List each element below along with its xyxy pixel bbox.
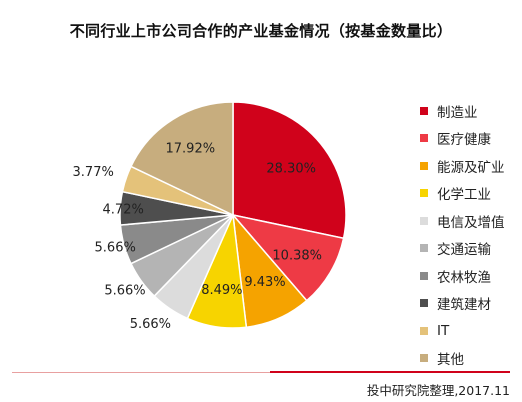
legend-item-8: 建筑建材	[420, 290, 505, 318]
slice-data-label-1: 28.30%	[266, 162, 316, 177]
legend-item-5: 电信及增值	[420, 207, 505, 235]
slice-data-label-3: 9.43%	[244, 275, 285, 290]
source-note: 投中研究院整理,2017.11	[366, 383, 510, 398]
legend-label: IT	[437, 322, 450, 339]
legend-swatch	[420, 134, 428, 143]
legend-item-1: 制造业	[420, 97, 505, 125]
slice-data-label-9: 3.77%	[73, 165, 114, 180]
legend-item-10: 其他	[420, 345, 505, 373]
slice-data-label-2: 10.38%	[272, 249, 322, 264]
slice-data-label-10: 17.92%	[166, 141, 216, 156]
legend-item-3: 能源及矿业	[420, 152, 505, 180]
legend-item-7: 农林牧渔	[420, 262, 505, 290]
chart-title: 不同行业上市公司合作的产业基金情况（按基金数量比）	[69, 22, 453, 40]
chart-legend: 制造业医疗健康能源及矿业化学工业电信及增值交通运输农林牧渔建筑建材 IT 其他	[420, 97, 505, 372]
legend-label: 医疗健康	[437, 132, 491, 149]
legend-swatch	[420, 106, 428, 115]
legend-item-2: 医疗健康	[420, 125, 505, 153]
slice-data-label-6: 5.66%	[104, 284, 145, 299]
slice-data-label-4: 8.49%	[201, 283, 242, 298]
legend-label: 电信及增值	[437, 214, 505, 231]
legend-swatch	[420, 299, 428, 308]
legend-item-4: 化学工业	[420, 180, 505, 208]
legend-label: 农林牧渔	[437, 269, 491, 286]
pie-slice-10	[129, 101, 234, 217]
legend-label: 交通运输	[437, 242, 491, 259]
legend-swatch	[420, 189, 428, 198]
legend-item-6: 交通运输	[420, 235, 505, 263]
pie-slice-1	[232, 101, 347, 240]
legend-label: 其他	[437, 352, 464, 369]
legend-swatch	[420, 354, 428, 363]
pie-slice-2	[230, 213, 345, 302]
legend-swatch	[420, 244, 428, 253]
legend-label: 能源及矿业	[437, 159, 505, 176]
legend-swatch	[420, 326, 428, 335]
legend-label: 制造业	[437, 104, 478, 121]
legend-swatch	[420, 216, 428, 225]
slice-data-label-8: 4.72%	[103, 203, 144, 218]
footer-divider-accent	[270, 371, 510, 373]
legend-label: 化学工业	[437, 187, 491, 204]
legend-item-9: IT	[420, 317, 505, 345]
legend-swatch	[420, 161, 428, 170]
slice-data-label-7: 5.66%	[95, 241, 136, 256]
legend-label: 建筑建材	[437, 297, 491, 314]
slice-data-label-5: 5.66%	[130, 317, 171, 332]
footer-divider-left	[12, 372, 270, 373]
legend-swatch	[420, 271, 428, 280]
